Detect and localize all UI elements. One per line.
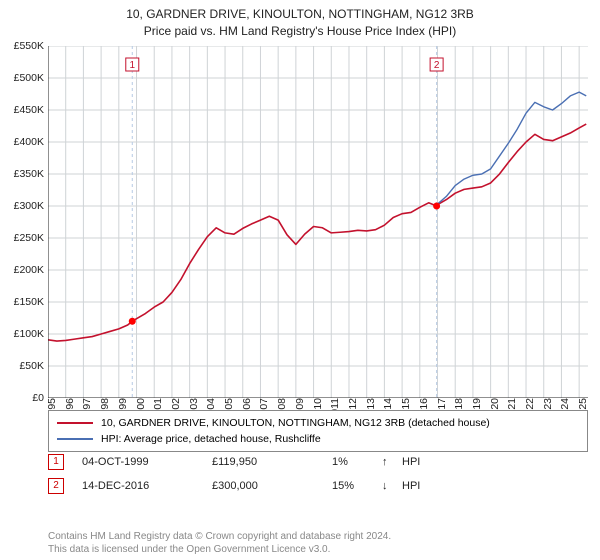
legend-swatch-property <box>57 422 93 424</box>
attribution: Contains HM Land Registry data © Crown c… <box>48 531 588 556</box>
chart-svg: 12 <box>48 46 588 398</box>
legend-swatch-hpi <box>57 438 93 440</box>
sale-dir-icon: ↑ <box>382 456 402 468</box>
legend-row: 10, GARDNER DRIVE, KINOULTON, NOTTINGHAM… <box>57 415 579 431</box>
y-tick-label: £550K <box>14 40 48 52</box>
y-tick-label: £300K <box>14 200 48 212</box>
title-block: 10, GARDNER DRIVE, KINOULTON, NOTTINGHAM… <box>0 0 600 40</box>
title-sub: Price paid vs. HM Land Registry's House … <box>0 23 600 40</box>
y-tick-label: £400K <box>14 136 48 148</box>
y-tick-label: £50K <box>19 360 48 372</box>
y-tick-label: £450K <box>14 104 48 116</box>
legend-label-property: 10, GARDNER DRIVE, KINOULTON, NOTTINGHAM… <box>101 417 490 429</box>
sale-price: £300,000 <box>212 480 332 492</box>
sale-price: £119,950 <box>212 456 332 468</box>
svg-text:1: 1 <box>129 60 135 71</box>
sale-marker-box: 2 <box>48 478 64 494</box>
sale-dot <box>129 318 136 325</box>
legend-label-hpi: HPI: Average price, detached house, Rush… <box>101 433 321 445</box>
sale-pct: 15% <box>332 480 382 492</box>
y-tick-label: £200K <box>14 264 48 276</box>
sale-suffix: HPI <box>402 456 452 468</box>
y-tick-label: £100K <box>14 328 48 340</box>
sale-date: 14-DEC-2016 <box>82 480 212 492</box>
sale-row: 2 14-DEC-2016£300,00015%↓HPI <box>48 478 588 494</box>
sale-marker-box: 1 <box>48 454 64 470</box>
sale-row: 1 04-OCT-1999£119,9501%↑HPI <box>48 454 588 470</box>
y-tick-label: £250K <box>14 232 48 244</box>
attribution-line2: This data is licensed under the Open Gov… <box>48 544 588 557</box>
sale-date: 04-OCT-1999 <box>82 456 212 468</box>
sale-pct: 1% <box>332 456 382 468</box>
attribution-line1: Contains HM Land Registry data © Crown c… <box>48 531 588 544</box>
sale-dot <box>433 203 440 210</box>
title-main: 10, GARDNER DRIVE, KINOULTON, NOTTINGHAM… <box>0 6 600 23</box>
y-tick-label: £500K <box>14 72 48 84</box>
svg-text:2: 2 <box>434 60 440 71</box>
container: 10, GARDNER DRIVE, KINOULTON, NOTTINGHAM… <box>0 0 600 560</box>
y-tick-label: £350K <box>14 168 48 180</box>
y-tick-label: £150K <box>14 296 48 308</box>
sale-dir-icon: ↓ <box>382 480 402 492</box>
legend: 10, GARDNER DRIVE, KINOULTON, NOTTINGHAM… <box>48 410 588 452</box>
legend-row: HPI: Average price, detached house, Rush… <box>57 431 579 447</box>
sale-suffix: HPI <box>402 480 452 492</box>
chart-area: 12£0£50K£100K£150K£200K£250K£300K£350K£4… <box>48 46 588 398</box>
